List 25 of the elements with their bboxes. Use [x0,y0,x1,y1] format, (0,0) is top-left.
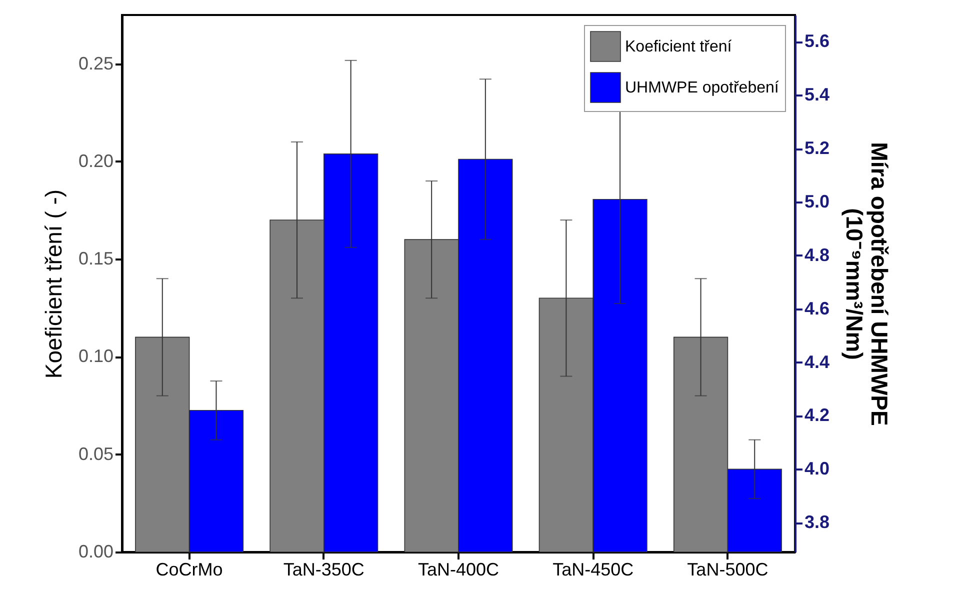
y-tick-label: 0.20 [78,150,114,171]
y2-tick-label: 4.6 [804,298,830,318]
y-tick-label: 0.10 [78,346,114,366]
x-tick-label: TaN-500C [687,560,768,580]
y2-tick-label: 4.0 [804,458,830,479]
x-tick-label: TaN-350C [283,560,364,580]
legend-label: Koeficient tření [625,38,732,56]
y2-tick-label: 3.8 [804,512,830,532]
y2-tick-label: 5.2 [804,138,830,158]
x-tick-label: TaN-450C [552,560,634,580]
x-tick-label: TaN-400C [418,560,500,580]
y2-tick-label: 4.2 [804,405,830,426]
y2-tick-label: 4.8 [804,244,830,265]
y2-tick-label: 5.4 [804,84,830,105]
x-tick-label: CoCrMo [156,560,223,580]
y2-tick-label: 5.0 [804,192,830,212]
y-tick-label: 0.25 [78,53,114,74]
legend-label: UHMWPE opotřebení [625,80,780,96]
y2-axis-title: Míra opotřebení UHMWPE (10⁻⁹mm³/Nm) [842,142,893,426]
y-tick-label: 0.05 [78,444,114,464]
y-axis-title: Koeficient tření ( -) [40,189,66,379]
y2-tick-label: 4.4 [804,352,830,372]
y2-tick-label: 5.6 [804,31,830,52]
y-tick-label: 0.00 [78,542,114,562]
y-tick-label: 0.15 [78,248,114,269]
